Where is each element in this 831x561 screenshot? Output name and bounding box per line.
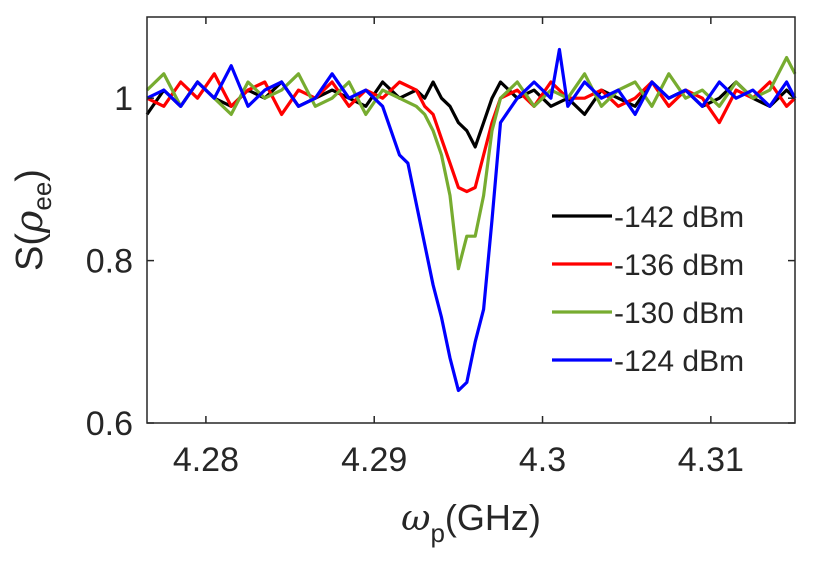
y-tick-label: 1	[114, 80, 133, 118]
x-axis-label-unit: (GHz)	[445, 497, 541, 538]
legend-label-2: -136 dBm	[614, 249, 744, 282]
x-axis-label: ωp(GHz)	[401, 497, 541, 548]
y-axis-label-symbol: ρ	[7, 210, 51, 234]
series-layer	[145, 47, 797, 393]
legend-label-4: -124 dBm	[614, 345, 744, 378]
x-tick-label: 4.31	[678, 441, 744, 479]
x-axis-label-symbol: ω	[401, 498, 430, 539]
plot-frame	[146, 16, 796, 424]
x-axis-label-subscript: p	[430, 518, 444, 548]
x-tick-label: 4.29	[341, 441, 407, 479]
y-tick-label: 0.6	[86, 405, 133, 443]
x-tick-label: 4.28	[173, 441, 239, 479]
y-axis-label: S(ρee)	[7, 169, 57, 271]
y-axis-label-prefix: S(	[9, 233, 51, 271]
y-axis-label-subscript: ee	[27, 182, 57, 211]
y-axis-label-suffix: )	[9, 169, 51, 182]
legend-label-3: -130 dBm	[614, 297, 744, 330]
y-tick-label: 0.8	[86, 243, 133, 281]
series-line-2	[146, 72, 797, 194]
x-tick-label: 4.3	[519, 441, 566, 479]
ticks-layer: 4.28 4.29 4.3 4.31 0.6 0.8 1	[86, 17, 795, 479]
legend: -142 dBm -136 dBm -130 dBm -124 dBm	[552, 201, 744, 378]
legend-label-1: -142 dBm	[614, 201, 744, 234]
series-line-3	[145, 55, 797, 271]
series-line-4	[146, 47, 797, 393]
